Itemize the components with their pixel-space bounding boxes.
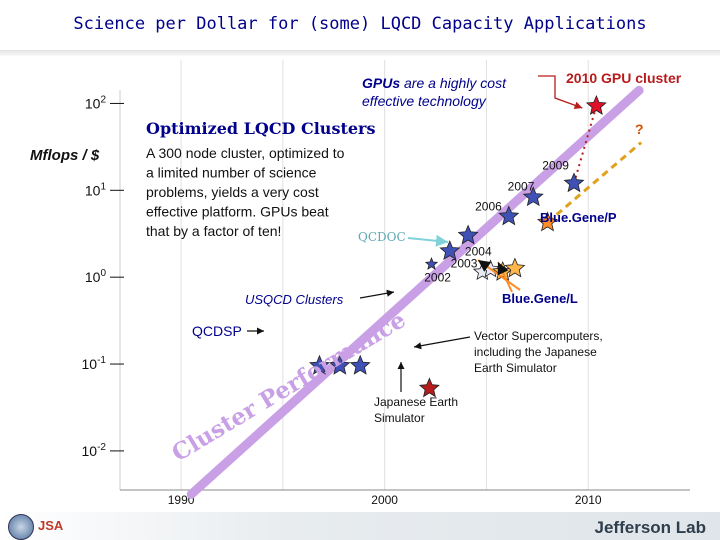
x-tick-label: 2010 bbox=[575, 493, 602, 507]
page-title: Science per Dollar for (some) LQCD Capac… bbox=[73, 14, 647, 34]
optimized-body-line: effective platform. GPUs beat bbox=[146, 204, 329, 220]
y-axis-label: Mflops / $ bbox=[30, 147, 100, 164]
earth-sim-line: Japanese Earth bbox=[374, 395, 458, 409]
year-label: 2004 bbox=[465, 244, 492, 258]
data-point-star bbox=[349, 354, 371, 375]
earth-sim-line: Simulator bbox=[374, 411, 425, 425]
data-point-star bbox=[563, 172, 585, 193]
header-divider bbox=[0, 50, 720, 56]
year-label: 2009 bbox=[542, 158, 569, 172]
data-point-star bbox=[309, 354, 330, 375]
data-point-star bbox=[457, 224, 479, 245]
gpu-cluster-label: 2010 GPU cluster bbox=[566, 70, 682, 86]
data-point-star bbox=[418, 377, 440, 398]
trend-line bbox=[186, 85, 644, 499]
data-point-star bbox=[537, 211, 558, 232]
projection-line bbox=[546, 141, 643, 224]
y-tick-label: 102 bbox=[85, 94, 107, 111]
jefferson-lab-logo: Jefferson Lab bbox=[594, 518, 706, 537]
bluegene-l-label: Blue.Gene/L bbox=[502, 291, 578, 306]
optimized-body-line: that by a factor of ten! bbox=[146, 223, 281, 239]
y-tick-label: 10-1 bbox=[82, 355, 107, 372]
bluegene-p-label: Blue.Gene/P bbox=[540, 210, 617, 225]
usqcd-label: USQCD Clusters bbox=[245, 292, 344, 307]
gpu-dotted-line bbox=[573, 105, 598, 184]
year-label: 2002 bbox=[424, 271, 451, 285]
gpu-headline: GPUs are a highly cost bbox=[362, 75, 507, 91]
footer-bar bbox=[0, 512, 720, 540]
usqcd-arrow bbox=[359, 289, 395, 299]
optimized-body-line: problems, yields a very cost bbox=[146, 184, 319, 200]
data-point-star bbox=[498, 205, 520, 226]
vector-sc-line: Vector Supercomputers, bbox=[474, 329, 603, 343]
y-tick-label: 10-2 bbox=[82, 442, 107, 459]
data-point-star bbox=[504, 257, 526, 278]
vector-sc-line: Earth Simulator bbox=[474, 361, 557, 375]
qcdoc-arrow bbox=[407, 234, 449, 247]
x-tick-label: 2000 bbox=[371, 493, 398, 507]
data-point-star bbox=[522, 186, 544, 207]
year-label: 2007 bbox=[508, 179, 535, 193]
gpu-headline-2: effective technology bbox=[362, 93, 487, 109]
data-point-star bbox=[585, 94, 607, 115]
bluegene-l-arrow-2 bbox=[497, 261, 513, 293]
y-tick-label: 101 bbox=[85, 181, 107, 198]
question-mark: ? bbox=[635, 121, 644, 137]
jsa-logo: JSA bbox=[38, 518, 64, 533]
optimized-body-line: A 300 node cluster, optimized to bbox=[146, 145, 345, 161]
seal-logo bbox=[8, 514, 34, 540]
data-point-star bbox=[424, 257, 439, 270]
optimized-title: Optimized LQCD Clusters bbox=[146, 119, 375, 138]
year-label: 2006 bbox=[475, 199, 502, 213]
qcdsp-label: QCDSP bbox=[192, 323, 242, 339]
vector-sc-arrow bbox=[413, 336, 471, 350]
gpu-pointer bbox=[538, 75, 583, 110]
optimized-body-line: a limited number of science bbox=[146, 165, 317, 181]
vector-sc-line: including the Japanese bbox=[474, 345, 597, 359]
data-point-star bbox=[329, 354, 351, 375]
y-tick-label: 100 bbox=[85, 268, 107, 285]
year-label: 2003 bbox=[451, 257, 478, 271]
data-point-star bbox=[439, 240, 461, 261]
qcdoc-label: QCDOC bbox=[358, 230, 406, 244]
